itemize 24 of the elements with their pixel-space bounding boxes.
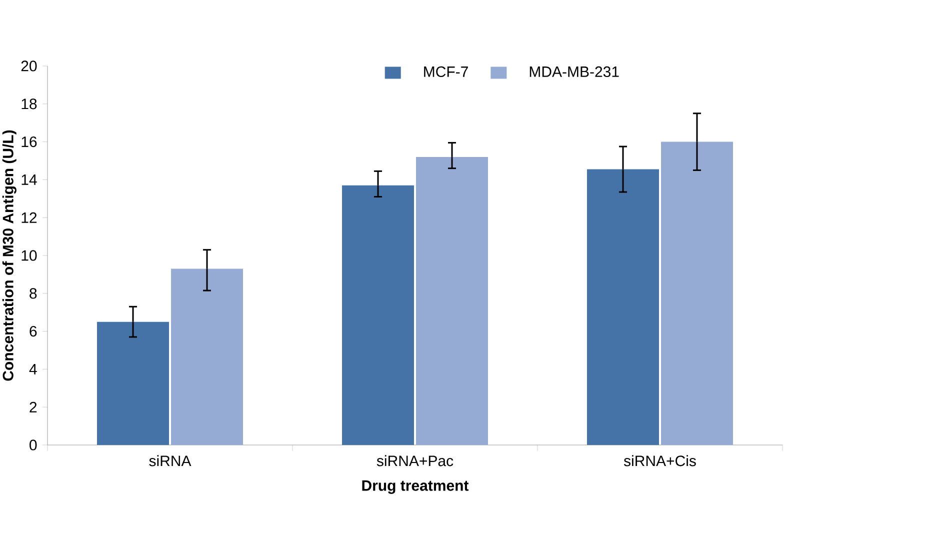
y-tick-label: 8 <box>30 288 37 299</box>
y-tick-label: 0 <box>30 440 37 450</box>
y-tick-label: 14 <box>22 174 37 185</box>
x-axis-title: Drug treatment <box>362 480 469 494</box>
bar <box>171 268 244 445</box>
y-tick-label: 10 <box>22 250 37 261</box>
bar <box>587 169 660 445</box>
y-tick-label: 4 <box>29 364 37 374</box>
bar <box>661 142 733 445</box>
legend-label: MCF-7 <box>424 66 468 78</box>
x-tick-label: siRNA <box>149 455 192 466</box>
bar <box>97 322 170 445</box>
y-tick-label: 20 <box>21 60 37 72</box>
y-tick-label: 6 <box>30 326 37 337</box>
bar <box>342 185 414 445</box>
x-tick-label: siRNA+Cis <box>624 455 696 466</box>
y-tick-label: 12 <box>22 212 37 223</box>
y-tick-label: 16 <box>22 136 37 148</box>
x-tick-label: siRNA+Pac <box>376 455 454 466</box>
y-axis-title: Concentration of M30 Antigen (U/L) <box>2 130 16 381</box>
legend-label: MDA-MB-231 <box>530 66 619 78</box>
y-tick-label: 18 <box>22 98 37 110</box>
y-tick-label: 2 <box>30 402 37 412</box>
bar <box>416 156 488 445</box>
